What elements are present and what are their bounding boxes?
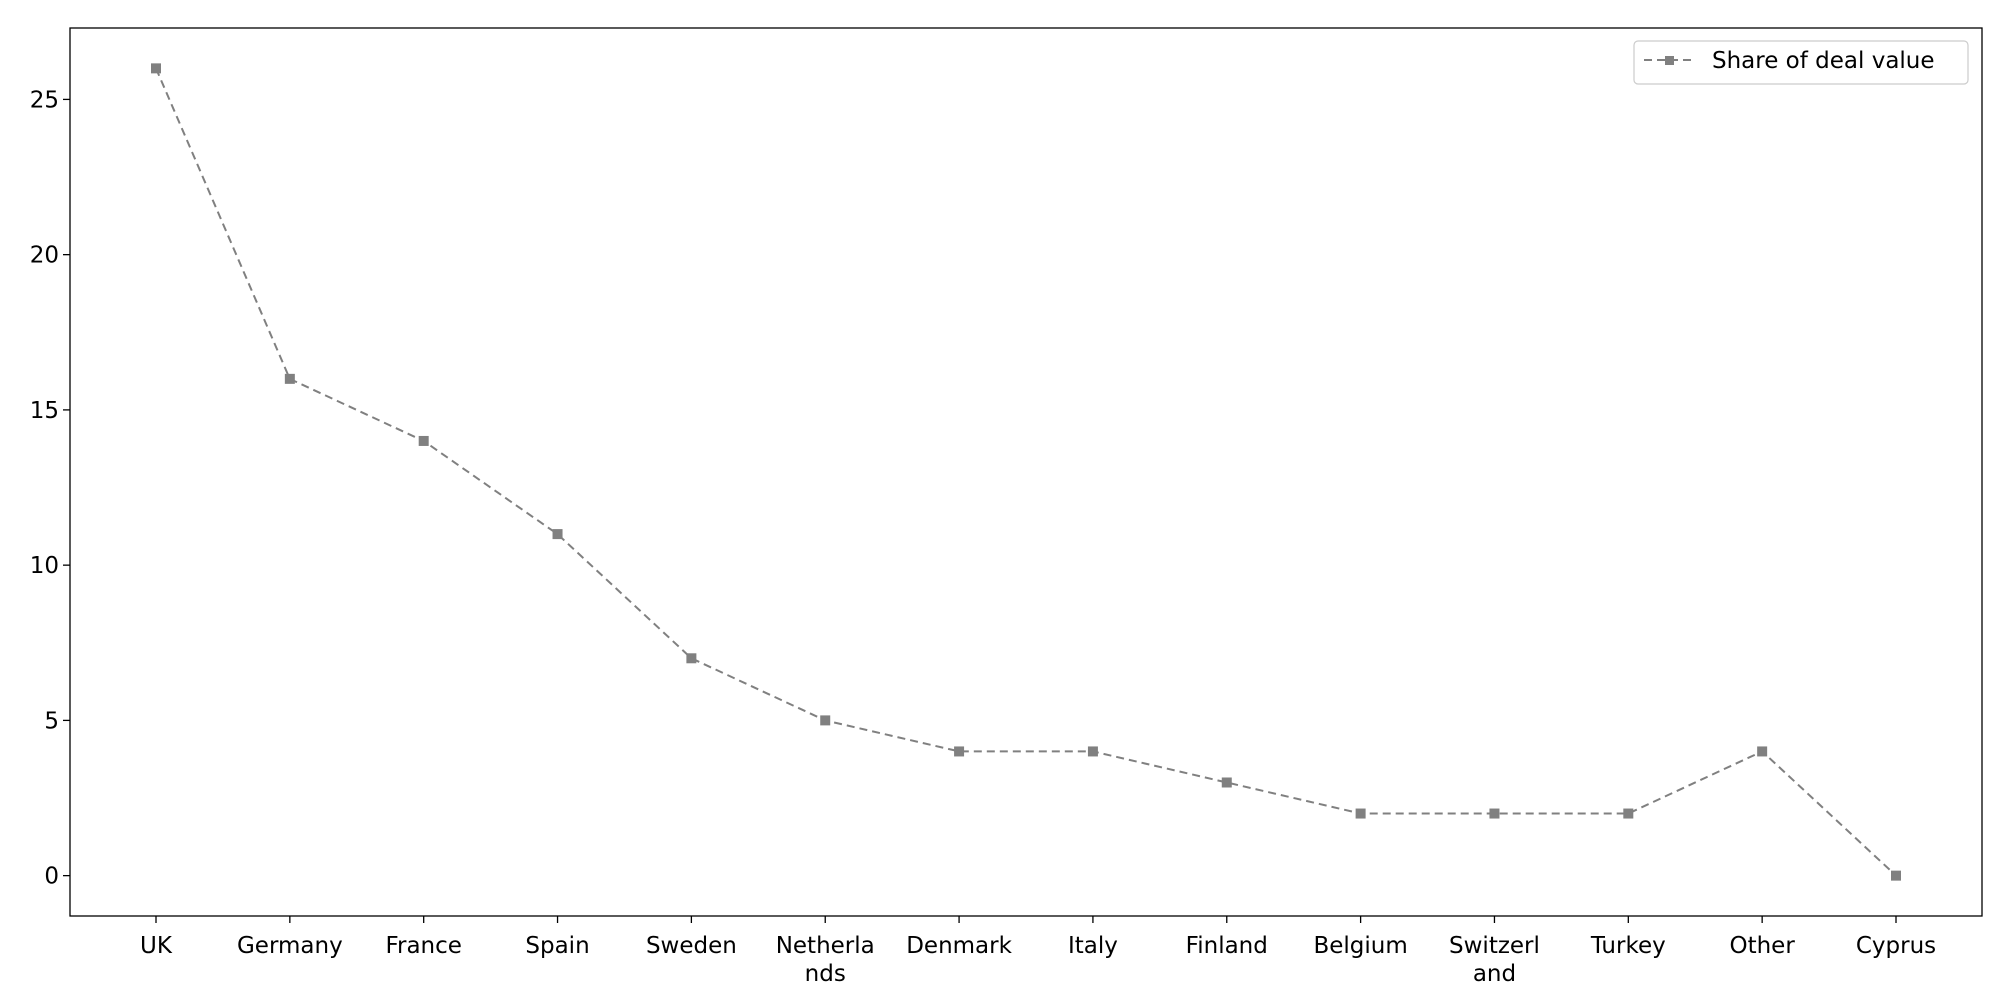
data-point [418,435,429,446]
data-point [954,746,965,757]
y-tick-label: 15 [30,398,59,424]
plot-frame [69,27,1983,917]
y-tick-label: 10 [30,553,59,579]
data-point [1623,808,1634,819]
legend-label: Share of deal value [1712,48,1935,74]
data-point [1221,777,1232,788]
data-point [686,653,697,664]
data-point [552,529,563,540]
data-point [151,63,161,74]
y-tick-label: 20 [30,243,59,269]
data-point [820,715,831,726]
legend-box [1633,40,1969,85]
x-tick-label: Switzerl and [1449,933,1540,987]
x-tick-label: Italy [1068,933,1118,959]
data-point [1489,808,1500,819]
x-tick-label: Turkey [1590,933,1666,959]
data-point [1891,870,1901,881]
series-layer [151,63,1901,881]
data-point [1757,746,1768,757]
y-tick-label: 25 [30,87,59,113]
series-line [155,68,1897,877]
x-tick-label: Cyprus [1856,933,1936,959]
x-tick-label: Netherla nds [776,933,875,987]
legend-marker-swatch [1665,56,1674,65]
y-tick-label: 0 [44,864,59,890]
legend: Share of deal value [1633,40,1969,85]
x-tick-label: Sweden [646,933,737,959]
x-tick-label: France [385,933,461,959]
data-point [1087,746,1098,757]
data-point [1355,808,1366,819]
x-tick-label: Denmark [906,933,1012,959]
y-axis: 0 5 10 15 20 25 [30,87,70,890]
y-tick-label: 5 [44,708,59,734]
x-tick-label: Other [1729,933,1795,959]
x-tick-label: Germany [237,933,343,959]
x-tick-label: UK [140,933,173,959]
x-tick-label: Finland [1186,933,1268,959]
x-axis: UK Germany France Spain Sweden Netherla nds Den… [140,916,1936,987]
data-point [284,373,295,384]
x-tick-label: Spain [525,933,589,959]
x-tick-label: Belgium [1313,933,1407,959]
